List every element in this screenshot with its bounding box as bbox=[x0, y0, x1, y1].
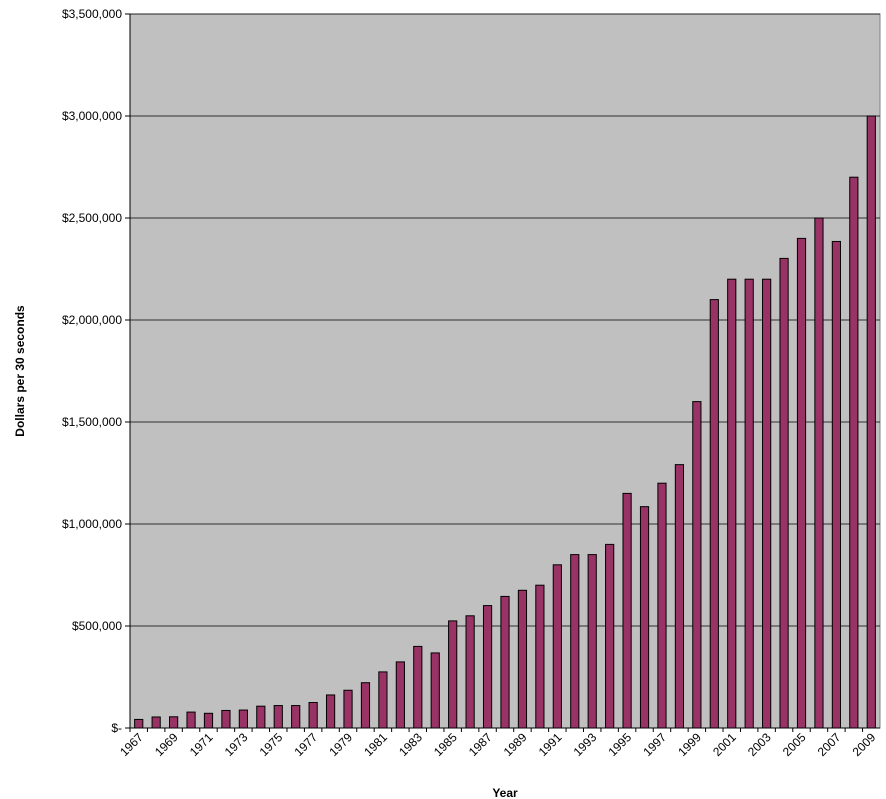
bar-2005 bbox=[796, 237, 807, 729]
x-tick-label: 1979 bbox=[326, 730, 355, 759]
y-tick-label: $500,000 bbox=[72, 619, 122, 633]
x-tick-label: 1995 bbox=[605, 730, 634, 759]
bar-1991 bbox=[552, 564, 562, 729]
bar-1988 bbox=[500, 595, 510, 729]
bar-2006 bbox=[814, 217, 824, 729]
x-tick-label: 1993 bbox=[571, 730, 600, 759]
bar-1999 bbox=[692, 401, 702, 729]
x-axis-title: Year bbox=[492, 786, 518, 799]
bar-1989 bbox=[517, 589, 528, 729]
bar-1978 bbox=[325, 694, 336, 729]
y-tick-label: $1,500,000 bbox=[62, 415, 122, 429]
x-tick-label: 1977 bbox=[291, 730, 320, 759]
bar-1985 bbox=[448, 620, 458, 729]
y-tick-label: $3,500,000 bbox=[62, 7, 122, 21]
x-tick-label: 2005 bbox=[780, 730, 809, 759]
x-tick-label: 1997 bbox=[640, 730, 669, 759]
bar-1984 bbox=[430, 652, 440, 729]
bar-1977 bbox=[308, 702, 318, 729]
x-tick-label: 1973 bbox=[222, 730, 251, 759]
bar-1975 bbox=[273, 705, 283, 729]
x-tick-label: 2009 bbox=[850, 730, 879, 759]
y-tick-label: $2,500,000 bbox=[62, 211, 122, 225]
y-axis-title: Dollars per 30 seconds bbox=[13, 305, 27, 437]
bar-1982 bbox=[395, 661, 405, 729]
bar-1997 bbox=[657, 482, 667, 729]
bar-1972 bbox=[221, 709, 231, 729]
x-tick-label: 1983 bbox=[396, 730, 425, 759]
bar-1987 bbox=[482, 605, 493, 729]
bar-1976 bbox=[291, 705, 301, 729]
y-axis-ticks: $- $500,000 $1,000,000 $1,500,000 $2,000,000… bbox=[62, 7, 130, 735]
x-tick-label: 1969 bbox=[152, 730, 181, 759]
y-tick-label: $3,000,000 bbox=[62, 109, 122, 123]
bar-2007 bbox=[831, 240, 841, 729]
bar-2004 bbox=[779, 257, 789, 729]
x-tick-label: 1971 bbox=[187, 730, 216, 759]
y-tick-label: $2,000,000 bbox=[62, 313, 122, 327]
bar-1996 bbox=[639, 506, 650, 729]
x-tick-label: 1975 bbox=[257, 730, 286, 759]
x-tick-label: 1999 bbox=[675, 730, 704, 759]
x-tick-label: 1989 bbox=[501, 730, 530, 759]
bar-1990 bbox=[535, 584, 545, 729]
bar-2001 bbox=[727, 278, 737, 729]
bar-2003 bbox=[762, 278, 772, 729]
bar-1979 bbox=[343, 689, 353, 729]
x-tick-label: 2001 bbox=[710, 730, 739, 759]
bar-1980 bbox=[360, 682, 371, 729]
bar-1969 bbox=[169, 716, 179, 729]
bar-1970 bbox=[186, 711, 196, 729]
bar-2000 bbox=[709, 299, 719, 729]
bar-1973 bbox=[238, 709, 248, 729]
bar-1968 bbox=[151, 716, 161, 729]
y-tick-label: $1,000,000 bbox=[62, 517, 122, 531]
bar-1981 bbox=[378, 671, 388, 729]
x-tick-label: 1991 bbox=[536, 730, 565, 759]
y-tick-label: $- bbox=[111, 721, 122, 735]
x-tick-label: 2003 bbox=[745, 730, 774, 759]
bar-1995 bbox=[622, 492, 632, 729]
bar-1993 bbox=[587, 554, 597, 729]
bar-1971 bbox=[203, 712, 214, 729]
gridlines bbox=[130, 13, 880, 627]
bar-1994 bbox=[605, 543, 615, 729]
bar-1967 bbox=[134, 718, 144, 729]
bar-1992 bbox=[570, 554, 580, 729]
x-axis-ticks: 1967 1969 1971 1973 1975 1977 1979 1981 1983 1985… bbox=[117, 728, 879, 759]
bar-1983 bbox=[413, 645, 423, 729]
bar-2002 bbox=[744, 278, 754, 729]
bar-1998 bbox=[674, 464, 685, 729]
x-tick-label: 1981 bbox=[361, 730, 390, 759]
x-tick-label: 2007 bbox=[815, 730, 844, 759]
x-tick-label: 1987 bbox=[466, 730, 495, 759]
x-tick-label: 1985 bbox=[431, 730, 460, 759]
bar-2009 bbox=[866, 115, 876, 729]
bar-1986 bbox=[465, 615, 475, 729]
bar-1974 bbox=[256, 705, 266, 729]
bar-2008 bbox=[849, 176, 859, 729]
